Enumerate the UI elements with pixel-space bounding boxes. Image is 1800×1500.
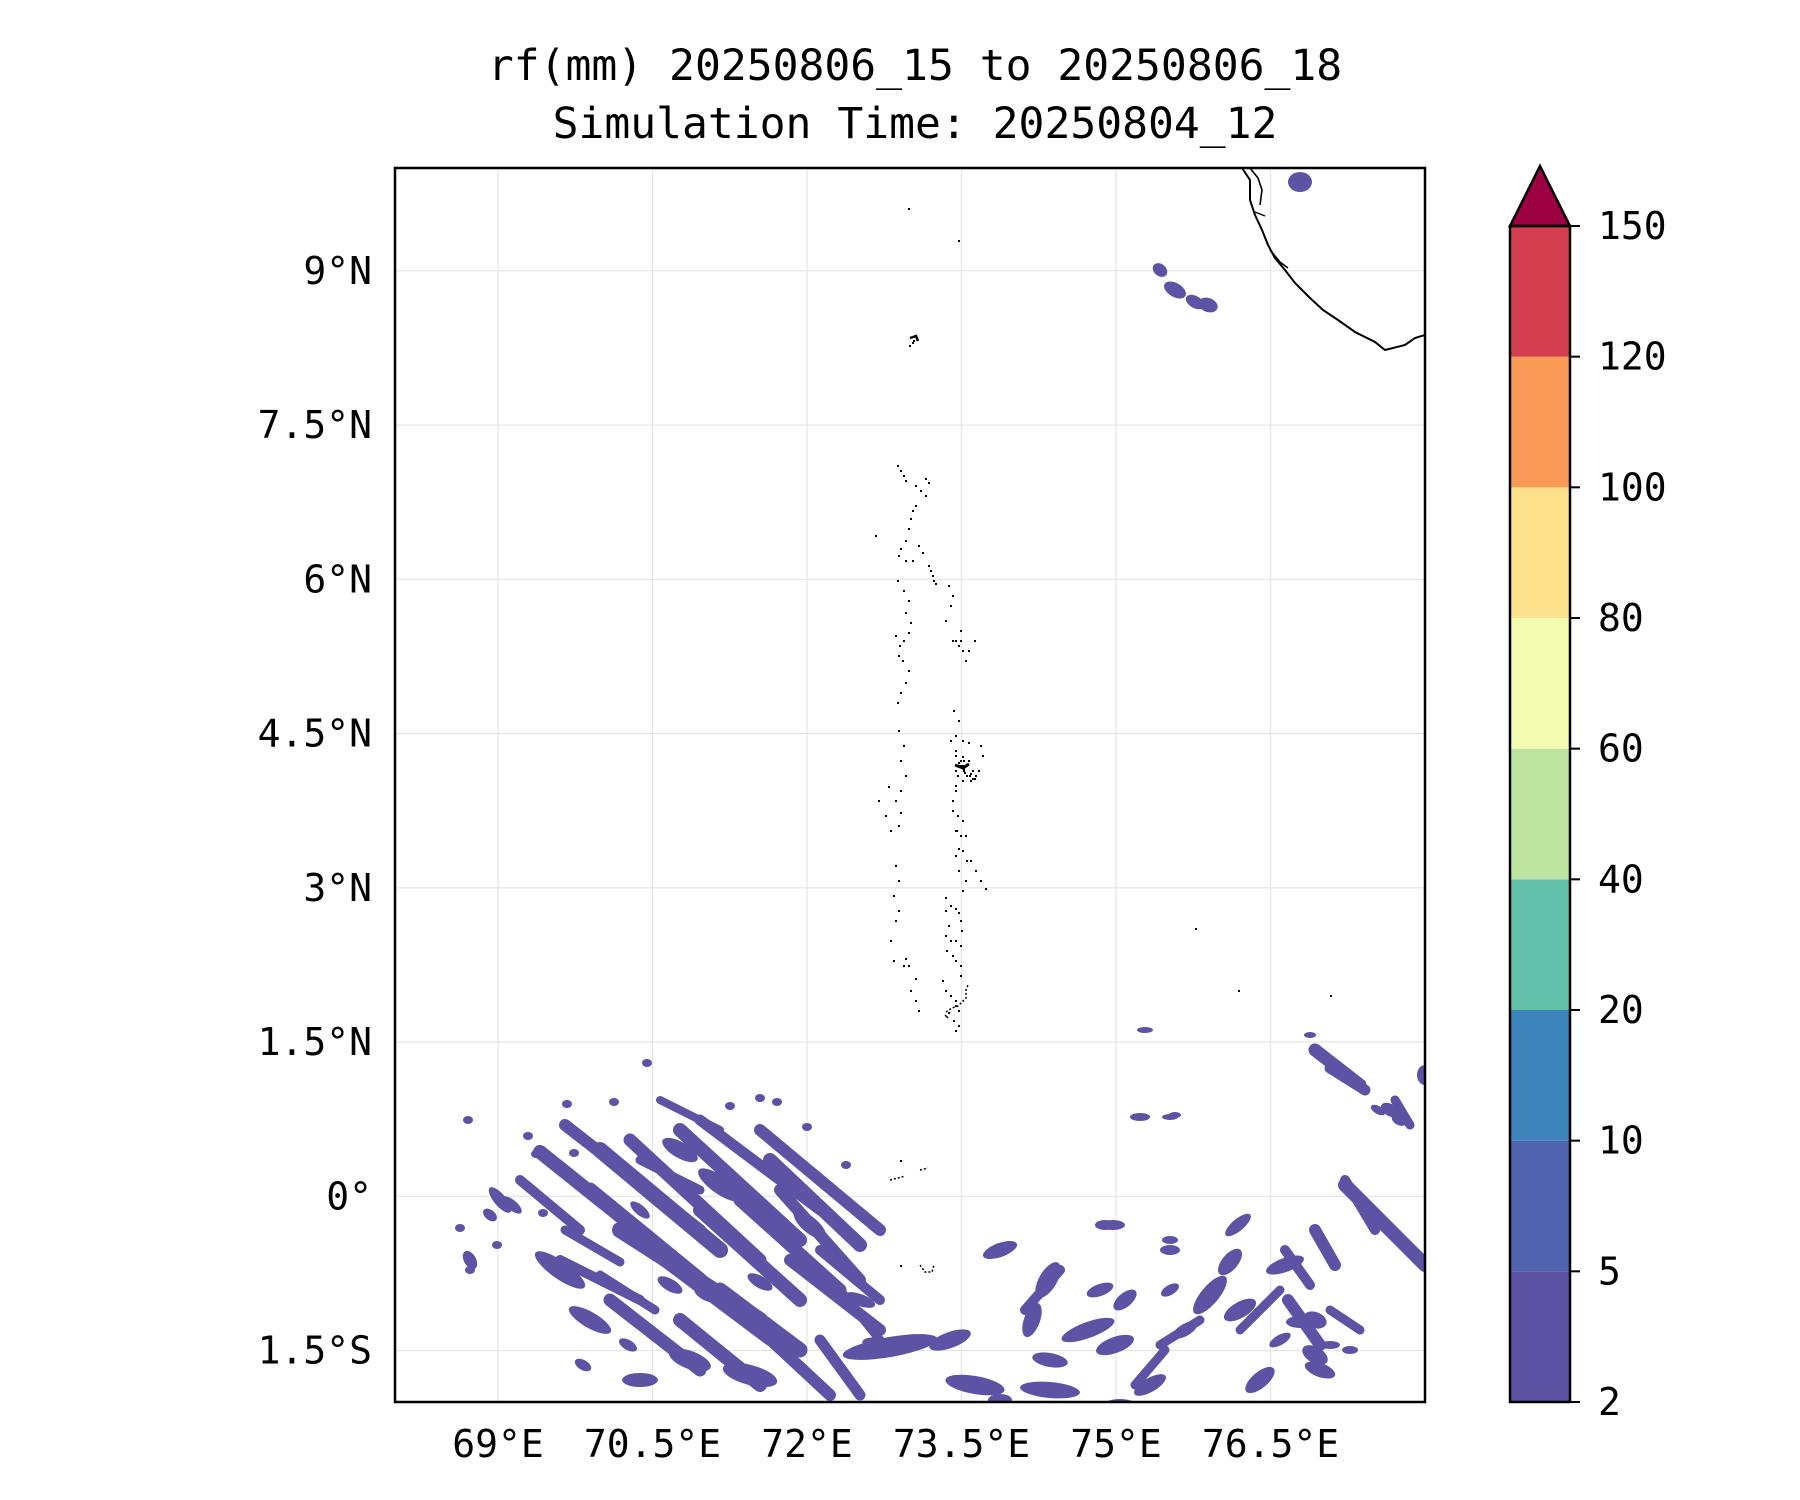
colorbar-tick-label: 60 <box>1598 727 1644 771</box>
colorbar-tick-label: 120 <box>1598 335 1667 379</box>
colorbar-tick-label: 2 <box>1598 1380 1621 1424</box>
colorbar-tick-label: 20 <box>1598 988 1644 1032</box>
x-tick-label: 75°E <box>1070 1422 1162 1466</box>
colorbar-band <box>1510 1140 1570 1272</box>
coastlines <box>875 168 1425 1273</box>
colorbar-band <box>1510 748 1570 880</box>
colorbar-tick-label: 40 <box>1598 857 1644 901</box>
y-tick-label: 7.5°N <box>258 403 372 447</box>
colorbar-band <box>1510 879 1570 1010</box>
y-tick-label: 1.5°N <box>258 1020 372 1064</box>
map-subtitle: Simulation Time: 20250804_12 <box>552 99 1278 149</box>
colorbar-tick-label: 10 <box>1598 1119 1644 1163</box>
y-tick-label: 9°N <box>303 249 372 293</box>
rainfall-contours <box>455 172 1425 1402</box>
colorbar-band <box>1510 226 1570 357</box>
map-title: rf(mm) 20250806_15 to 20250806_18 <box>487 41 1343 91</box>
colorbar-tick-label: 5 <box>1598 1249 1621 1293</box>
y-tick-label: 1.5°S <box>258 1329 372 1373</box>
x-tick-label: 76.5°E <box>1202 1422 1339 1466</box>
colorbar-tick-label: 80 <box>1598 596 1644 640</box>
y-tick-label: 3°N <box>303 866 372 910</box>
latitude-ticks: 9°N 7.5°N 6°N 4.5°N 3°N 1.5°N 0° 1.5°S <box>258 249 372 1373</box>
colorbar-tick-label: 100 <box>1598 465 1667 509</box>
colorbar-tick-label: 150 <box>1598 204 1667 248</box>
x-tick-label: 73.5°E <box>893 1422 1030 1466</box>
colorbar-band <box>1510 1271 1570 1402</box>
colorbar-band <box>1510 356 1570 488</box>
colorbar-frame <box>1508 224 1572 1404</box>
colorbar-extend-arrow <box>1507 163 1573 228</box>
colorbar-band <box>1510 1010 1570 1141</box>
y-tick-label: 6°N <box>303 557 372 601</box>
colorbar-band <box>1510 487 1570 618</box>
india-coastline <box>1241 168 1425 352</box>
longitude-ticks: 69°E 70.5°E 72°E 73.5°E 75°E 76.5°E <box>452 1422 1339 1466</box>
x-tick-label: 70.5°E <box>584 1422 721 1466</box>
map-frame <box>393 166 1427 1404</box>
y-tick-label: 4.5°N <box>258 712 372 756</box>
x-tick-label: 69°E <box>452 1422 544 1466</box>
gridlines <box>395 168 1425 1402</box>
colorbar-band <box>1510 618 1570 749</box>
y-tick-label: 0° <box>326 1174 372 1218</box>
x-tick-label: 72°E <box>761 1422 853 1466</box>
